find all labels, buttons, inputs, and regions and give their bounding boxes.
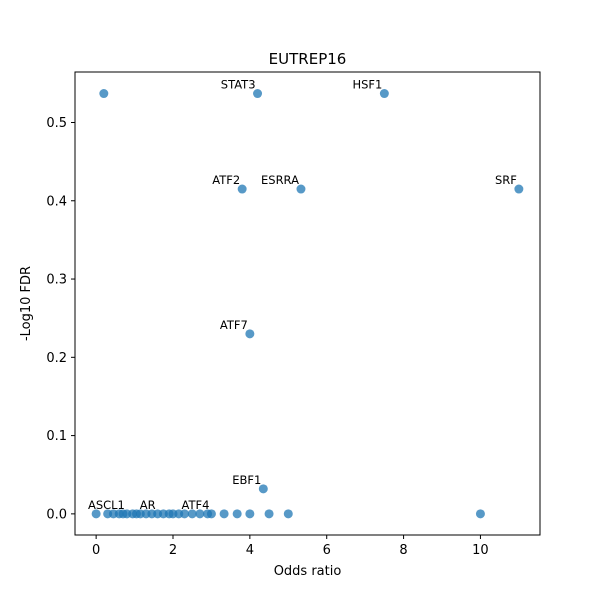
data-point [91,509,101,519]
y-tick-label: 0.0 [46,507,67,522]
data-point [180,509,190,519]
data-point [296,184,306,194]
data-point [232,509,242,519]
data-point [514,184,524,194]
y-tick-label: 0.5 [46,116,67,131]
annotations-layer: STAT3 HSF1 ATF2 ESRRA SRF ATF7 EBF1 ASCL1 AR ATF4 [88,78,517,512]
data-point [245,329,255,339]
points-layer [91,89,524,519]
y-tick-label: 0.2 [46,351,67,366]
data-point [379,89,389,99]
x-tick-label: 6 [323,543,331,558]
point-annotation: ESRRA [261,173,299,187]
x-axis-label: Odds ratio [274,564,342,579]
x-tick-label: 2 [169,543,177,558]
y-tick-label: 0.1 [46,429,67,444]
data-point [187,509,197,519]
ticks-layer: 0 2 4 6 8 10 0.0 0.1 0.2 0.3 0.4 0.5 [46,116,488,558]
data-point [237,184,247,194]
y-tick-label: 0.4 [46,194,67,209]
y-axis-label: -Log10 FDR [19,266,34,341]
x-tick-label: 4 [246,543,254,558]
y-tick-label: 0.3 [46,273,67,288]
point-annotation: ATF4 [181,498,209,512]
point-annotation: STAT3 [221,78,256,92]
data-point [475,509,485,519]
data-point [283,509,293,519]
point-annotation: EBF1 [232,473,261,487]
data-point [258,484,268,494]
plot-frame [74,71,541,536]
point-annotation: AR [140,498,156,512]
data-point [206,509,216,519]
point-annotation: SRF [495,173,517,187]
chart-title: EUTREP16 [269,50,347,68]
data-point [99,89,109,99]
point-annotation: ATF7 [220,318,248,332]
point-annotation: HSF1 [352,78,382,92]
x-tick-label: 10 [472,543,489,558]
data-point [219,509,229,519]
point-annotation: ASCL1 [88,498,125,512]
point-annotation: ATF2 [212,173,240,187]
x-tick-label: 8 [399,543,407,558]
x-tick-label: 0 [92,543,100,558]
data-point [195,509,205,519]
data-point [253,89,263,99]
data-point [245,509,255,519]
data-point [264,509,274,519]
